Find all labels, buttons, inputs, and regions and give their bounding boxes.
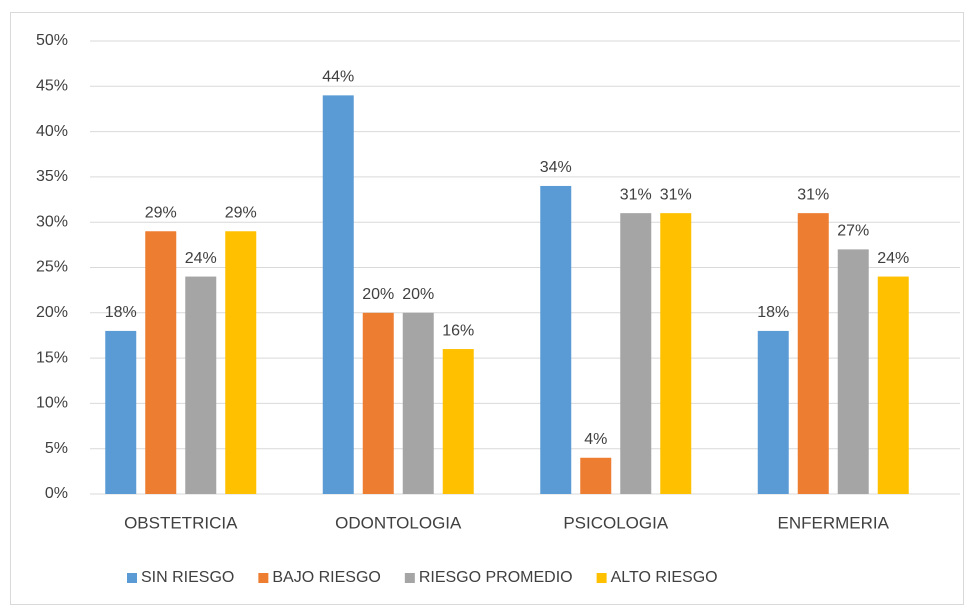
value-label: 20% <box>362 286 394 303</box>
bar <box>402 312 434 494</box>
bar <box>362 312 394 494</box>
bar <box>225 231 257 494</box>
x-tick-label: ODONTOLOGIA <box>335 513 462 532</box>
bar <box>837 249 869 494</box>
bar <box>185 276 217 494</box>
value-label: 44% <box>322 69 354 86</box>
value-label: 16% <box>442 322 474 339</box>
bar <box>877 276 909 494</box>
value-label: 18% <box>105 304 137 321</box>
value-label: 29% <box>145 204 177 221</box>
y-tick-label: 15% <box>36 349 68 366</box>
bar <box>540 185 572 494</box>
y-tick-label: 45% <box>36 78 68 95</box>
y-tick-label: 20% <box>36 304 68 321</box>
legend-swatch <box>127 573 137 583</box>
bar <box>105 330 137 494</box>
y-tick-label: 50% <box>36 32 68 49</box>
value-label: 18% <box>757 304 789 321</box>
bar <box>660 213 692 494</box>
y-tick-label: 30% <box>36 213 68 230</box>
value-label: 34% <box>540 159 572 176</box>
x-tick-label: OBSTETRICIA <box>124 513 238 532</box>
legend-swatch <box>596 573 607 583</box>
bar <box>145 231 177 494</box>
value-label: 31% <box>797 186 829 203</box>
bar <box>442 349 474 494</box>
legend-label: ALTO RIESGO <box>611 569 718 586</box>
value-label: 24% <box>877 250 909 267</box>
y-tick-label: 25% <box>36 259 68 276</box>
bar <box>797 213 829 494</box>
x-tick-label: ENFERMERIA <box>778 513 890 532</box>
value-label: 24% <box>185 250 217 267</box>
bar <box>620 213 652 494</box>
y-tick-label: 35% <box>36 168 68 185</box>
value-label: 31% <box>620 186 652 203</box>
bar <box>580 457 612 494</box>
value-label: 27% <box>837 223 869 240</box>
y-tick-label: 5% <box>45 440 68 457</box>
legend-label: RIESGO PROMEDIO <box>419 569 573 586</box>
value-label: 31% <box>660 186 692 203</box>
legend-label: SIN RIESGO <box>141 569 234 586</box>
bar <box>757 330 789 494</box>
legend-swatch <box>258 573 269 583</box>
bar <box>322 95 354 495</box>
legend-label: BAJO RIESGO <box>272 569 380 586</box>
value-label: 29% <box>225 204 257 221</box>
value-label: 4% <box>584 431 607 448</box>
value-label: 20% <box>402 286 434 303</box>
legend-swatch <box>404 573 415 583</box>
y-tick-label: 40% <box>36 123 68 140</box>
x-tick-label: PSICOLOGIA <box>563 513 669 532</box>
y-tick-label: 0% <box>45 485 68 502</box>
y-tick-label: 10% <box>36 395 68 412</box>
